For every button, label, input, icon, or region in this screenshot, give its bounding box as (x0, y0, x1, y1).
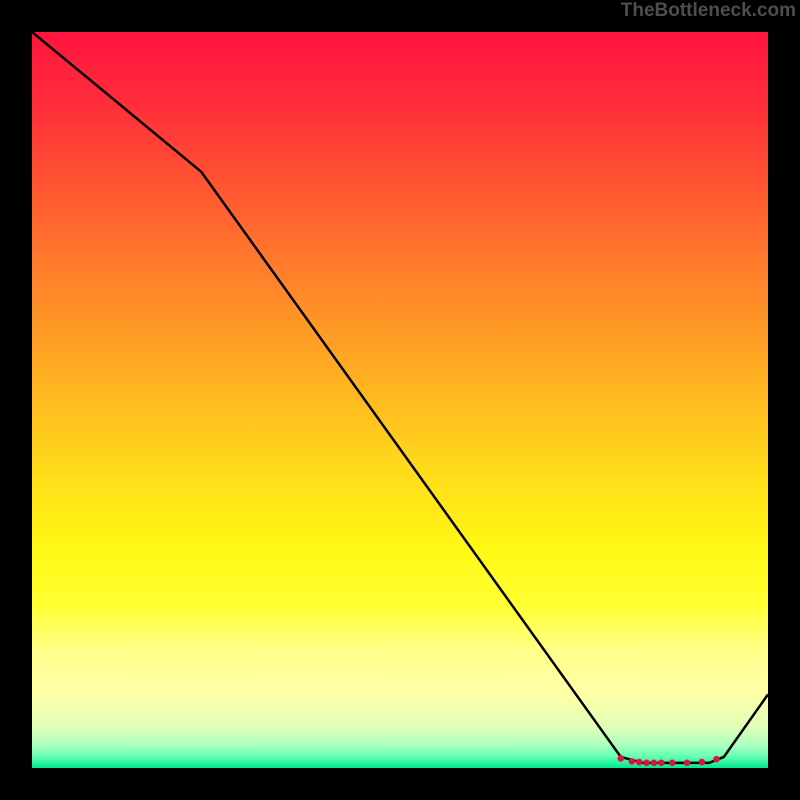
data-marker (670, 760, 676, 766)
data-marker (651, 760, 657, 766)
data-marker (636, 759, 642, 765)
data-marker (714, 756, 720, 762)
data-marker (684, 760, 690, 766)
watermark-text: TheBottleneck.com (621, 0, 796, 22)
data-marker (629, 759, 635, 765)
data-marker (658, 760, 664, 766)
plot-area (32, 32, 768, 768)
data-marker (699, 759, 705, 765)
data-marker (618, 756, 624, 762)
bottleneck-line-chart (0, 0, 800, 800)
data-marker (644, 760, 650, 766)
chart-container: TheBottleneck.com (0, 0, 800, 800)
